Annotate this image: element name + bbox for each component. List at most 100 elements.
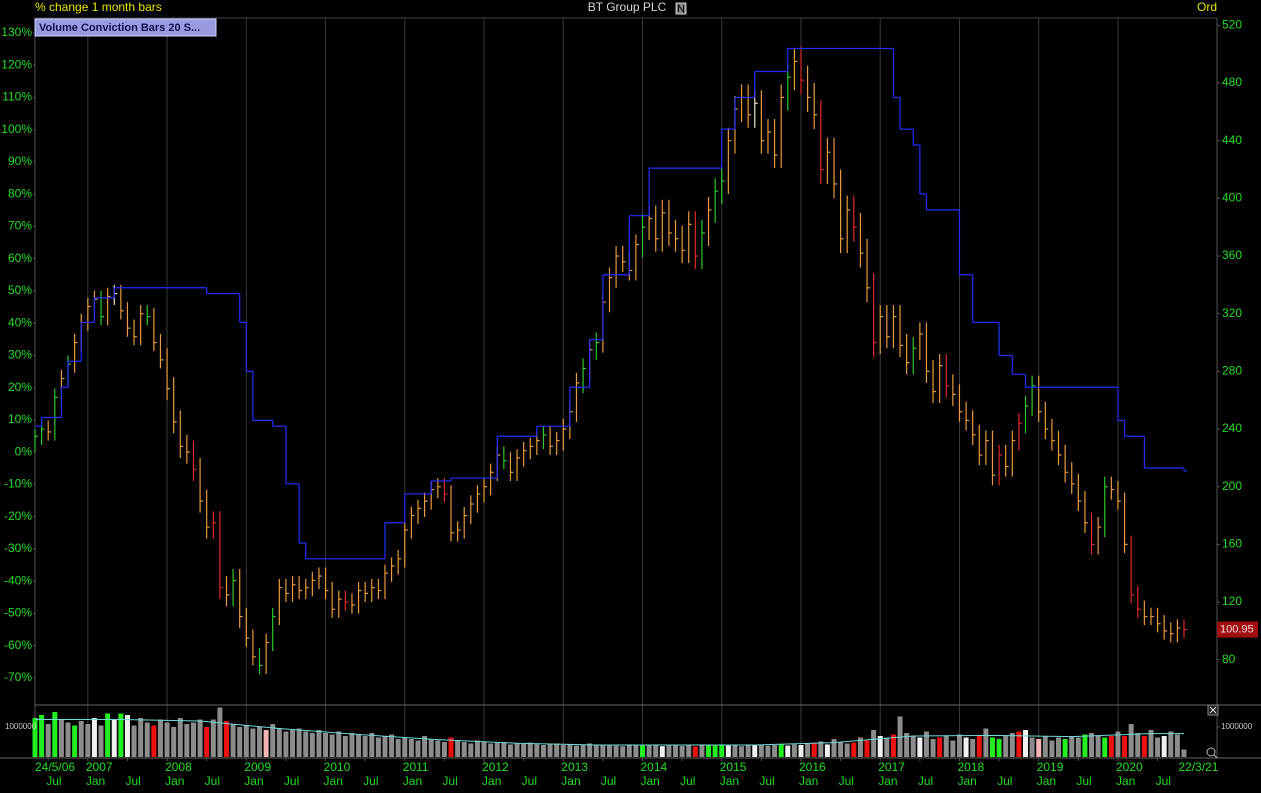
x-tick-label: 2016 [799, 760, 826, 774]
volume-bar [402, 737, 408, 757]
x-tick-label: 2009 [244, 760, 271, 774]
x-tick-label: 2012 [482, 760, 509, 774]
volume-bar [369, 733, 375, 757]
volume-bar [765, 745, 771, 757]
volume-bar [237, 727, 243, 757]
x-minor-tick-label: Jan [1116, 774, 1135, 788]
volume-bar [65, 722, 71, 757]
volume-bar [257, 727, 263, 757]
volume-bar [844, 743, 850, 757]
zoom-icon[interactable] [1206, 747, 1218, 759]
volume-bar [811, 742, 817, 757]
volume-bar [32, 718, 38, 757]
legend-box [34, 18, 217, 37]
x-tick-label: 2017 [878, 760, 905, 774]
volume-bar [1056, 737, 1062, 757]
y2-tick-label: 400 [1222, 191, 1242, 205]
zoom-icon-lens [1206, 747, 1216, 757]
volume-bar [725, 745, 731, 757]
volume-bar [52, 712, 58, 757]
volume-bar [963, 737, 969, 757]
volume-bar [283, 731, 289, 757]
volume-bar [375, 737, 381, 757]
x-minor-tick-label: Jan [244, 774, 263, 788]
volume-bar [1069, 736, 1075, 757]
volume-bar [422, 736, 428, 757]
volume-bar [243, 725, 249, 757]
x-minor-tick-label: Jan [403, 774, 422, 788]
volume-bar [1036, 739, 1042, 757]
volume-bar [1095, 736, 1101, 757]
x-tick-label: 2013 [561, 760, 588, 774]
volume-bar [996, 739, 1002, 757]
volume-bar [144, 722, 150, 757]
volume-bar [937, 737, 943, 757]
y2-tick-label: 200 [1222, 479, 1242, 493]
volume-bar [534, 744, 540, 757]
volume-bar [1089, 733, 1095, 757]
y-tick-label: 60% [8, 251, 32, 265]
y2-tick-label: 280 [1222, 364, 1242, 378]
last-price-box [1217, 621, 1258, 638]
zoom-icon-handle [1213, 754, 1218, 759]
volume-bar [204, 727, 210, 757]
x-tick-label: 2007 [86, 760, 113, 774]
volume-bar [105, 713, 111, 757]
volume-bar [342, 736, 348, 757]
volume-bar [1082, 734, 1088, 757]
y2-tick-label: 160 [1222, 537, 1242, 551]
volume-bar [831, 739, 837, 757]
volume-bar [752, 745, 758, 757]
x-minor-tick-label: Jan [720, 774, 739, 788]
last-price-label: 100.95 [1220, 623, 1254, 635]
x-tick-label: 2010 [324, 760, 351, 774]
volume-bar [488, 743, 494, 757]
volume-bar [613, 745, 619, 757]
y-tick-label: 40% [8, 315, 32, 329]
volume-bar [772, 745, 778, 757]
date-range-label: 22/3/21 [1178, 760, 1218, 774]
volume-bar [389, 734, 395, 757]
x-minor-tick-label: Jul [601, 774, 616, 788]
volume-bar [745, 744, 751, 757]
y2-tick-label: 240 [1222, 421, 1242, 435]
volume-bar [950, 740, 956, 757]
volume-bar [679, 745, 685, 757]
x-tick-label: 2020 [1116, 760, 1143, 774]
close-icon[interactable] [1207, 704, 1219, 716]
volume-bar [785, 745, 791, 757]
volume-bar [131, 725, 137, 757]
volume-bar [1029, 737, 1035, 757]
icon-glyph [678, 3, 684, 14]
y2-axis-title: Ord [1197, 0, 1217, 14]
subtitle: % change 1 month bars [35, 0, 162, 14]
volume-bar [699, 744, 705, 757]
volume-bar [838, 742, 844, 757]
volume-bar [547, 744, 553, 757]
volume-bar [1168, 731, 1174, 757]
volume-bar [85, 724, 91, 757]
volume-bar [296, 728, 302, 757]
x-minor-tick-label: Jul [125, 774, 140, 788]
volume-bar [461, 742, 467, 757]
y2-tick-label: 360 [1222, 248, 1242, 262]
volume-bar [600, 745, 606, 757]
volume-bar [956, 734, 962, 757]
y-tick-label: 70% [8, 219, 32, 233]
volume-bar [270, 724, 276, 757]
volume-bar [349, 733, 355, 757]
volume-bar [230, 724, 236, 757]
volume-bar [527, 742, 533, 757]
volume-average-line [35, 719, 1184, 746]
volume-bar [455, 740, 461, 757]
y-tick-label: 30% [8, 348, 32, 362]
volume-bar [692, 746, 698, 757]
volume-bar [323, 733, 329, 757]
x-minor-tick-label: Jul [759, 774, 774, 788]
volume-bar [223, 721, 229, 757]
x-tick-label: 2019 [1037, 760, 1064, 774]
volume-bar [884, 737, 890, 757]
volume-bar [329, 734, 335, 757]
volume-bar [521, 743, 527, 757]
volume-bar [554, 743, 560, 757]
